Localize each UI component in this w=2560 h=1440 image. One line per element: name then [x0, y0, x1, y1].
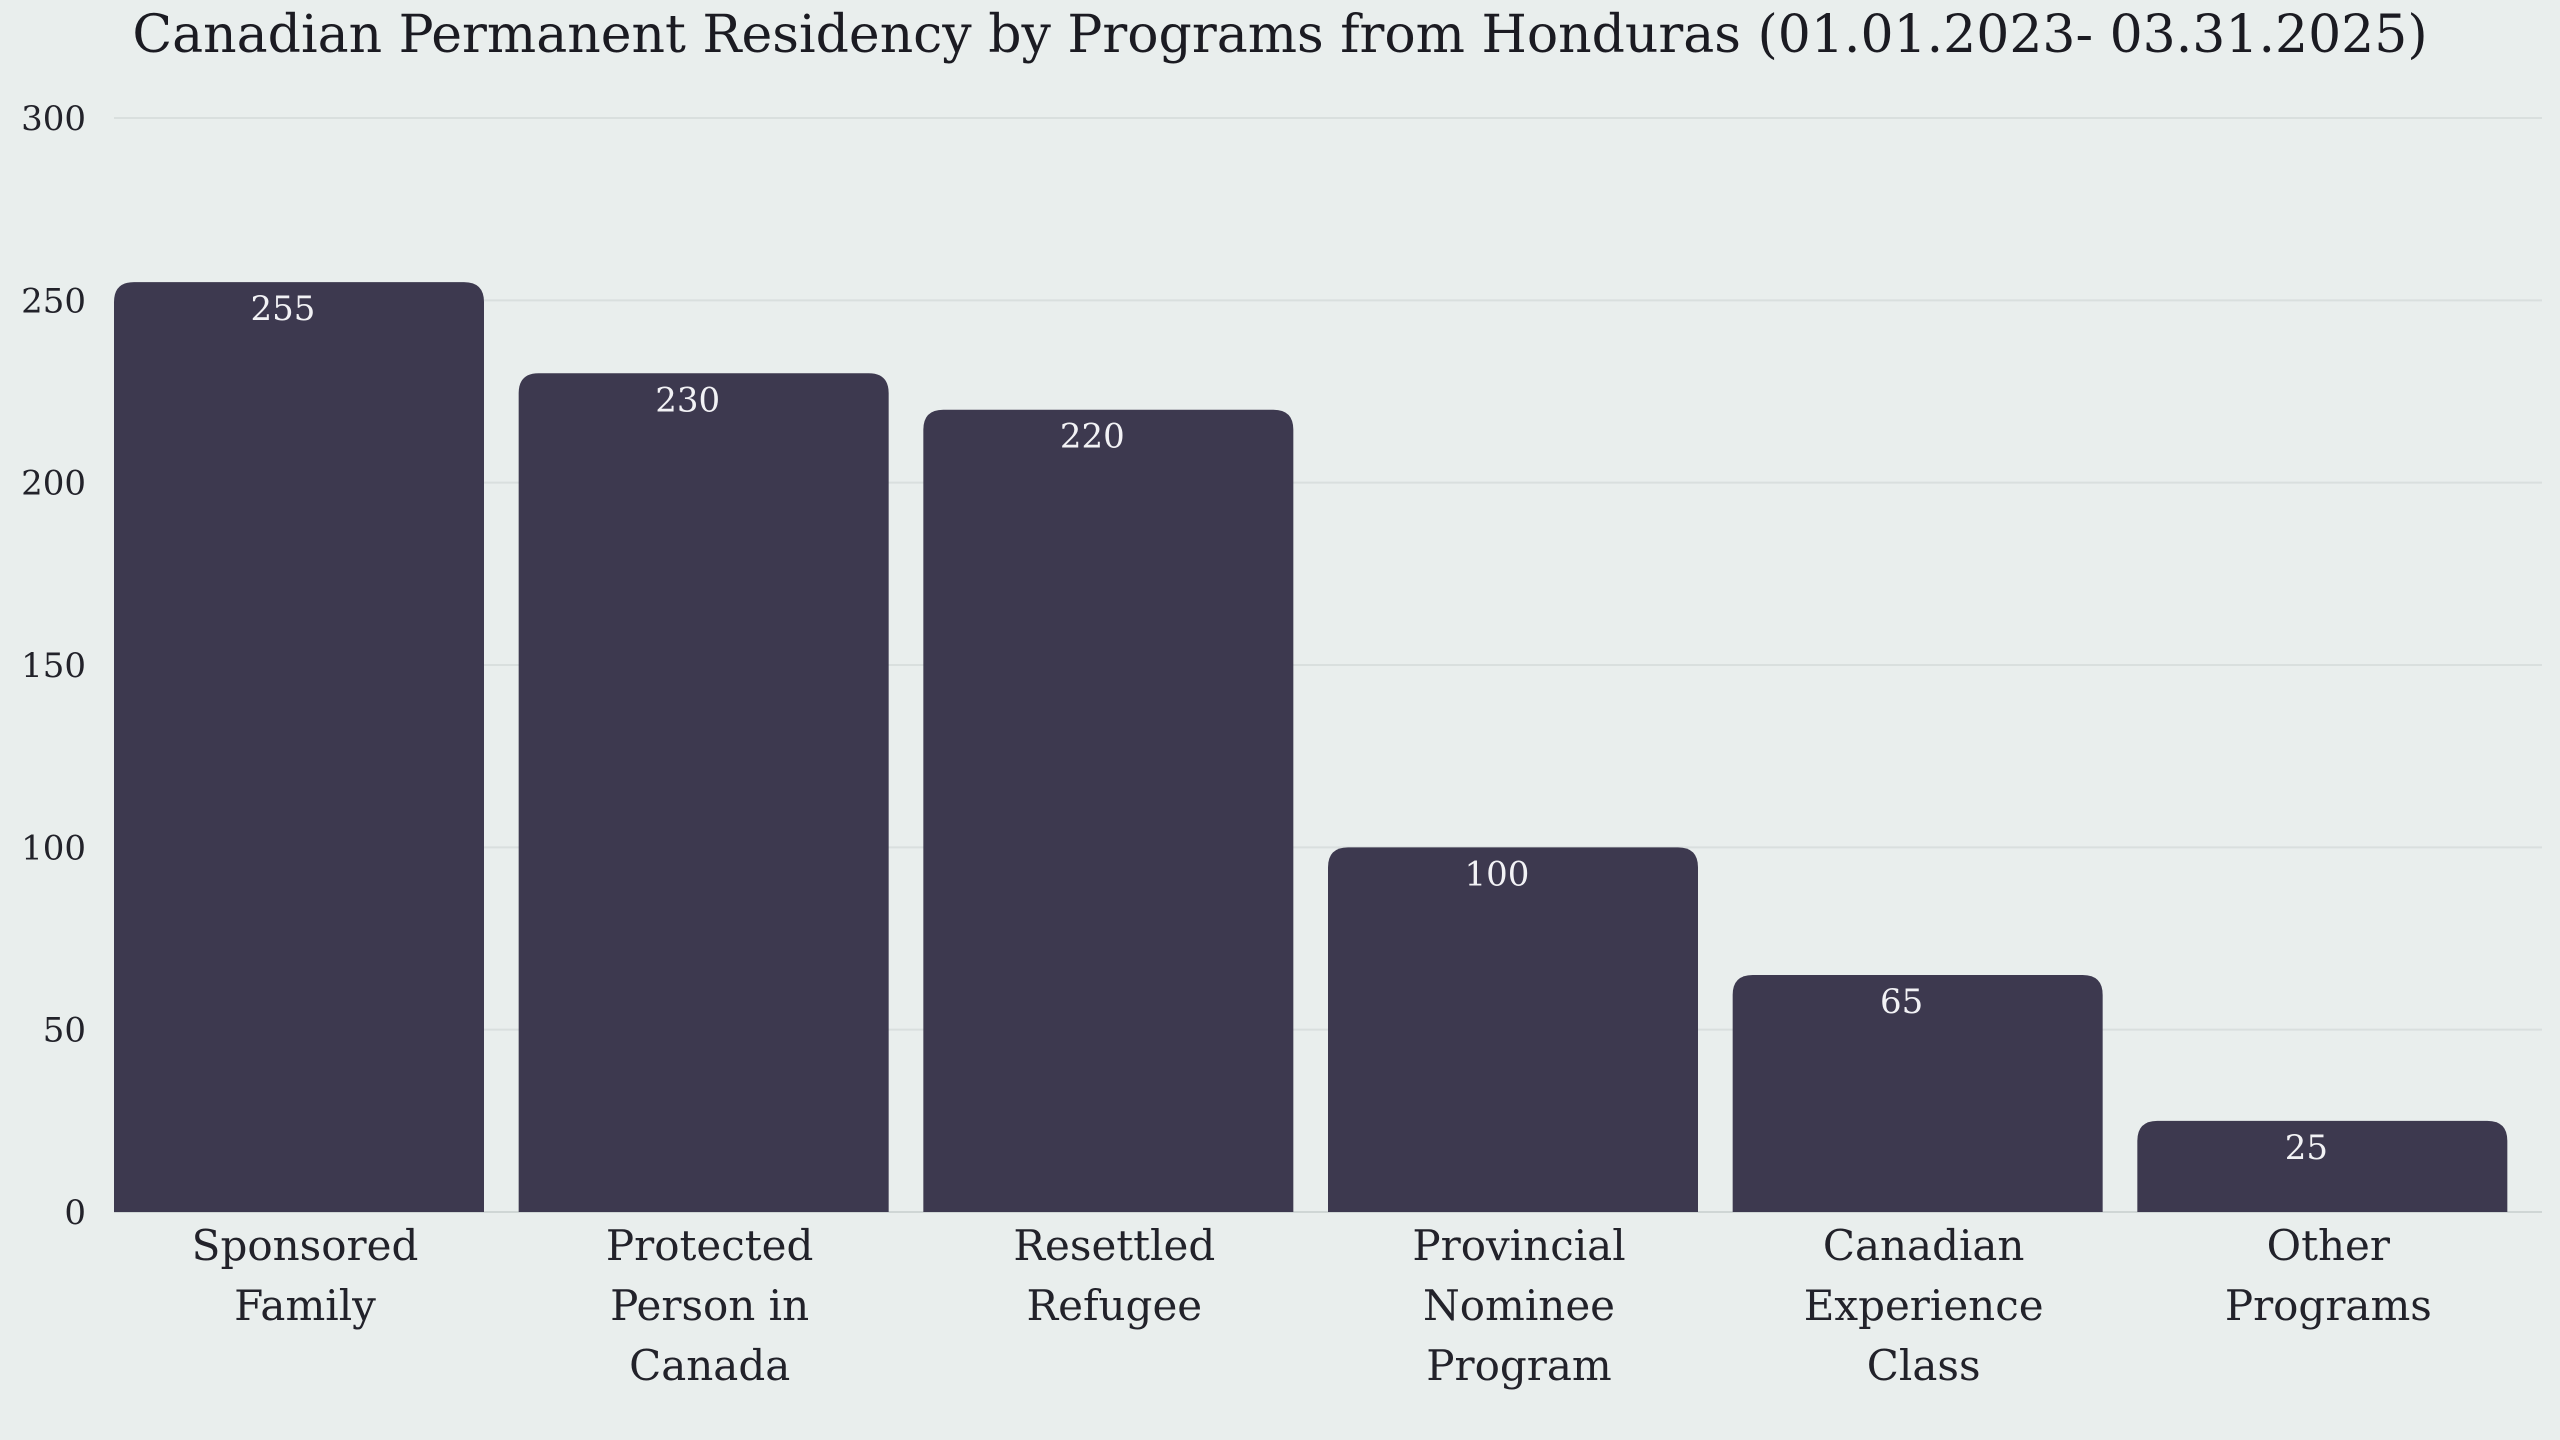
- chart-title: Canadian Permanent Residency by Programs…: [132, 5, 2427, 65]
- x-tick-label: Other Programs: [2225, 1221, 2432, 1330]
- y-tick-label: 300: [21, 99, 86, 139]
- x-tick-label: Provincial Nominee Program: [1412, 1221, 1625, 1390]
- data-label: 65: [1880, 982, 1923, 1022]
- data-label: 25: [2285, 1128, 2328, 1168]
- y-tick-label: 150: [21, 646, 86, 686]
- x-axis-category-labels: Sponsored Family Protected Person in Canada R…: [192, 1221, 2432, 1390]
- data-label: 100: [1465, 854, 1530, 894]
- bar: [923, 409, 1294, 1212]
- bar: [114, 282, 484, 1213]
- y-tick-label: 0: [64, 1193, 86, 1233]
- x-tick-label: Canadian Experience Class: [1804, 1221, 2044, 1390]
- y-tick-label: 100: [21, 828, 86, 868]
- data-labels: 255 230 220 100 65 25: [251, 289, 2328, 1168]
- y-tick-label: 50: [43, 1011, 86, 1051]
- bar: [2137, 1120, 2508, 1212]
- x-tick-label: Resettled Refugee: [1013, 1221, 1215, 1330]
- data-label: 220: [1060, 417, 1125, 457]
- y-tick-label: 250: [21, 281, 86, 321]
- bar: [1732, 974, 2103, 1212]
- bar: [518, 373, 889, 1212]
- y-tick-label: 200: [21, 464, 86, 504]
- bars: [114, 282, 2508, 1213]
- data-label: 230: [655, 380, 720, 420]
- data-label: 255: [251, 289, 316, 329]
- y-axis-tick-labels: 0 50 100 150 200 250 300: [21, 99, 86, 1233]
- x-tick-label: Protected Person in Canada: [606, 1221, 814, 1390]
- x-tick-label: Sponsored Family: [192, 1221, 419, 1330]
- bar: [1328, 847, 1698, 1212]
